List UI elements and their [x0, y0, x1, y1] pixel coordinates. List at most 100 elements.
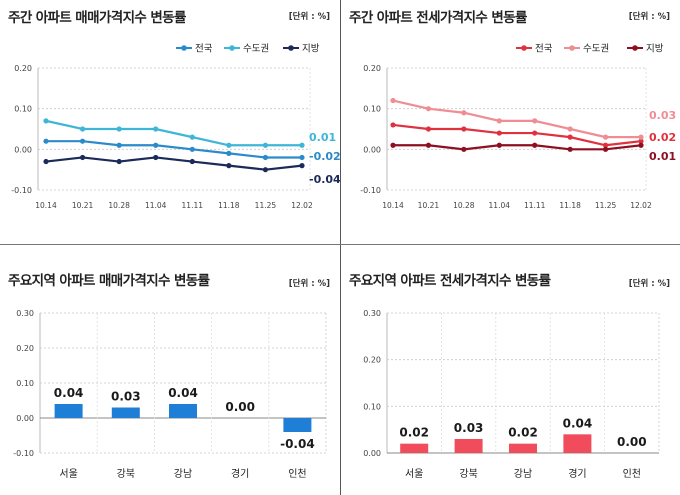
chart-title: 주요지역 아파트 매매가격지수 변동률: [8, 273, 210, 289]
legend-label: 전국: [535, 44, 553, 55]
bar: [400, 443, 429, 453]
series-line: [393, 144, 642, 151]
y-tick-label: 0.00: [14, 145, 32, 154]
end-value-label: 0.01: [309, 131, 336, 144]
bar-value-label: 0.02: [399, 426, 429, 440]
data-point: [116, 126, 122, 132]
data-point: [299, 163, 305, 169]
data-point: [638, 134, 644, 140]
y-tick-label: 0.10: [363, 402, 381, 411]
x-tick-label: 12.02: [630, 201, 652, 210]
category-label: 서울: [405, 468, 423, 480]
x-tick-label: 10.21: [72, 201, 94, 210]
data-point: [638, 142, 644, 148]
unit-label: [단위 : %]: [628, 279, 670, 289]
x-tick-label: 11.04: [145, 201, 167, 210]
series-line: [45, 119, 302, 147]
category-label: 강북: [459, 468, 477, 480]
series-line: [392, 99, 641, 139]
y-tick-label: 0.20: [363, 64, 381, 73]
legend-marker: [632, 45, 638, 51]
data-point: [461, 126, 467, 132]
data-point: [567, 146, 573, 152]
legend-marker: [181, 45, 187, 51]
data-point: [602, 142, 609, 148]
bar-value-label: 0.04: [54, 386, 84, 400]
y-tick-label: 0.30: [16, 309, 34, 318]
bar-value-label: 0.00: [225, 400, 255, 414]
chart-panel-sale-weekly: 주간 아파트 매매가격지수 변동률 [단위 : %] 0.20 0.10 0.00 -…: [0, 0, 340, 244]
data-point: [567, 126, 573, 132]
bar: [454, 439, 483, 453]
data-point: [567, 134, 573, 140]
data-point: [425, 142, 432, 148]
chart-panel-jeonse-weekly: 주간 아파트 전세가격지수 변동률 [단위 : %] 0.20 0.10 0.00 -…: [341, 0, 680, 244]
x-tick-label: 10.14: [35, 201, 57, 210]
x-tick-label: 12.02: [291, 201, 313, 210]
x-tick-label: 11.18: [559, 201, 581, 210]
x-tick-label: 11.25: [255, 201, 277, 210]
bar: [563, 434, 592, 453]
category-label: 강남: [174, 468, 192, 480]
legend-label: 지방: [646, 44, 664, 55]
data-point: [116, 158, 122, 165]
x-tick-label: 10.21: [418, 201, 440, 210]
legend-marker: [288, 45, 294, 51]
end-value-label: -0.04: [309, 173, 340, 186]
data-point: [262, 167, 269, 173]
data-point: [43, 138, 49, 144]
data-point: [299, 154, 305, 161]
x-tick-label: 11.11: [182, 201, 204, 210]
legend-label: 전국: [195, 44, 213, 55]
x-tick-label: 11.04: [489, 201, 511, 210]
data-point: [496, 130, 502, 136]
category-label: 경기: [568, 467, 586, 480]
data-point: [461, 146, 467, 152]
data-point: [79, 154, 86, 161]
bar: [509, 443, 537, 453]
end-value-label: 0.03: [649, 109, 676, 122]
data-point: [79, 126, 86, 132]
y-tick-label: 0.00: [363, 449, 381, 458]
data-point: [226, 142, 232, 148]
data-point: [153, 126, 159, 132]
y-tick-label: 0.20: [14, 64, 32, 73]
y-tick-label: 0.10: [16, 379, 34, 388]
data-point: [226, 150, 232, 156]
category-label: 강북: [117, 468, 135, 480]
chart-panel-jeonse-region: 주요지역 아파트 전세가격지수 변동률 [단위 : %] 0.30 0.20 0.1…: [341, 245, 680, 495]
legend-label: 수도권: [583, 43, 609, 55]
data-point: [425, 126, 432, 132]
x-tick-label: 11.25: [595, 201, 617, 210]
data-point: [262, 154, 269, 161]
y-tick-label: 0.30: [363, 309, 381, 318]
data-point: [43, 118, 49, 124]
data-point: [226, 163, 232, 169]
category-label: 인천: [623, 468, 641, 480]
bar: [283, 418, 312, 432]
y-tick-label: 0.10: [363, 105, 381, 114]
data-point: [390, 97, 396, 104]
end-value-label: 0.02: [649, 131, 676, 144]
bar-chart-jeonse-region: 0.30 0.20 0.10 0.00 0.02 서울 0.03 강북 0.02 강남 0.04 경기…: [363, 309, 660, 480]
y-tick-label: 0.10: [14, 105, 32, 114]
bar-value-label: 0.03: [111, 390, 141, 404]
data-point: [638, 138, 644, 144]
y-tick-label: 0.20: [363, 356, 381, 365]
bar: [169, 404, 197, 418]
end-value-label: -0.02: [309, 150, 340, 163]
panel-divider-horizontal: [0, 244, 680, 245]
data-point: [602, 134, 609, 140]
bar-value-label: -0.04: [280, 437, 315, 451]
y-tick-label: 0.00: [16, 414, 34, 423]
data-point: [189, 134, 195, 140]
y-tick-label: 0.00: [363, 145, 381, 154]
x-tick-label: 11.11: [524, 201, 546, 210]
data-point: [496, 142, 502, 148]
bar: [54, 404, 83, 418]
chart-title: 주간 아파트 전세가격지수 변동률: [349, 10, 527, 26]
panel-divider-vertical: [340, 0, 341, 495]
bar-value-label: 0.03: [454, 421, 484, 435]
chart-title: 주간 아파트 매매가격지수 변동률: [8, 10, 186, 26]
